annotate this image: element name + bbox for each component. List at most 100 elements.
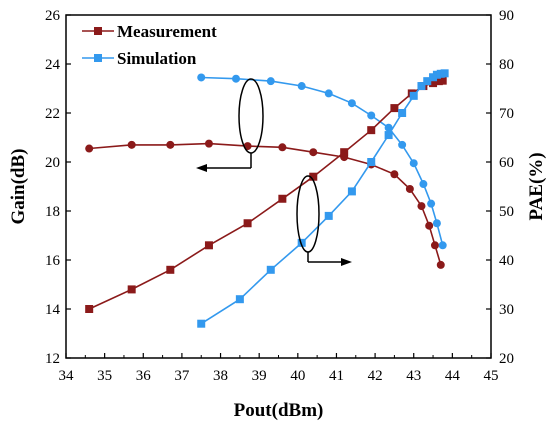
data-point bbox=[440, 69, 449, 78]
x-tick-label: 35 bbox=[97, 368, 112, 384]
data-point bbox=[419, 180, 428, 189]
annotations bbox=[196, 78, 352, 266]
gain-axis-annotation bbox=[196, 78, 264, 172]
data-point bbox=[197, 319, 206, 328]
data-point bbox=[429, 79, 438, 88]
y-tick-label: 12 bbox=[45, 351, 60, 367]
legend-marker bbox=[94, 27, 102, 35]
x-tick-label: 37 bbox=[174, 368, 190, 384]
y-tick-label: 22 bbox=[45, 106, 60, 122]
y2-axis-title: PAE(%) bbox=[526, 152, 547, 220]
data-point bbox=[430, 241, 439, 250]
data-point bbox=[390, 104, 399, 113]
y-tick-label: 18 bbox=[45, 204, 60, 220]
data-point bbox=[266, 77, 275, 86]
data-point bbox=[423, 77, 432, 86]
data-point bbox=[204, 139, 213, 148]
data-point bbox=[438, 241, 447, 250]
data-point bbox=[243, 219, 252, 228]
data-point bbox=[309, 172, 318, 181]
chart-marks bbox=[85, 69, 449, 328]
data-point bbox=[398, 140, 407, 149]
data-point bbox=[127, 285, 136, 294]
data-point bbox=[324, 211, 333, 220]
y-tick-label: 14 bbox=[45, 302, 61, 318]
x-tick-label: 45 bbox=[484, 368, 499, 384]
legend-item-simulation: Simulation bbox=[82, 49, 197, 68]
data-point bbox=[409, 159, 418, 168]
x-tick-label: 34 bbox=[59, 368, 75, 384]
y-axis-title: Gain(dB) bbox=[8, 148, 29, 224]
series-pae-simulation bbox=[197, 69, 449, 328]
data-point bbox=[436, 260, 445, 269]
data-point bbox=[347, 187, 356, 196]
gain-ellipse bbox=[238, 78, 264, 154]
data-point bbox=[232, 74, 240, 83]
data-point bbox=[127, 140, 136, 149]
data-point bbox=[297, 82, 306, 91]
pae-axis-annotation bbox=[296, 175, 352, 266]
x-tick-label: 42 bbox=[368, 368, 383, 384]
legend-label: Measurement bbox=[117, 22, 217, 41]
data-point bbox=[278, 143, 287, 152]
data-point bbox=[425, 221, 434, 230]
data-point bbox=[409, 91, 418, 100]
data-point bbox=[324, 89, 333, 98]
data-point bbox=[340, 148, 349, 157]
data-point bbox=[166, 265, 175, 274]
series-line-gain-simulation bbox=[201, 76, 444, 246]
data-point bbox=[432, 219, 441, 228]
x-tick-label: 43 bbox=[406, 368, 421, 384]
y2-tick-label: 90 bbox=[499, 8, 514, 24]
y2-tick-label: 60 bbox=[499, 155, 514, 171]
x-tick-label: 39 bbox=[252, 368, 267, 384]
data-point bbox=[427, 199, 436, 208]
y2-tick-label: 30 bbox=[499, 302, 514, 318]
series-gain-measurement bbox=[85, 139, 445, 269]
data-point bbox=[367, 126, 376, 135]
legend-label: Simulation bbox=[117, 49, 197, 68]
data-point bbox=[197, 73, 206, 82]
pae-ellipse bbox=[296, 175, 320, 253]
series-line-pae-simulation bbox=[200, 72, 445, 325]
data-point bbox=[309, 148, 318, 157]
data-point bbox=[297, 238, 306, 247]
series-line-gain-measurement bbox=[89, 142, 442, 266]
series-gain-simulation bbox=[197, 73, 447, 250]
data-point bbox=[417, 202, 426, 211]
data-point bbox=[166, 140, 175, 149]
y2-tick-label: 20 bbox=[499, 351, 514, 367]
data-point bbox=[405, 184, 414, 193]
data-point bbox=[417, 82, 426, 91]
y2-tick-label: 70 bbox=[499, 106, 514, 122]
data-point bbox=[347, 99, 356, 108]
data-point bbox=[367, 158, 376, 166]
data-point bbox=[235, 295, 244, 304]
right-arrow-head bbox=[341, 258, 352, 266]
legend-item-measurement: Measurement bbox=[82, 22, 217, 41]
x-tick-label: 38 bbox=[213, 368, 228, 384]
data-point bbox=[438, 76, 447, 85]
left-arrow-head bbox=[196, 164, 207, 172]
y-tick-label: 16 bbox=[45, 253, 61, 269]
x-axis-title: Pout(dBm) bbox=[234, 400, 324, 421]
y-tick-label: 24 bbox=[45, 57, 61, 73]
data-point bbox=[266, 265, 275, 274]
data-point bbox=[367, 111, 376, 120]
data-point bbox=[398, 109, 407, 117]
data-point bbox=[384, 131, 393, 140]
data-point bbox=[384, 123, 393, 132]
legend-marker bbox=[94, 54, 102, 62]
x-tick-label: 36 bbox=[136, 368, 152, 384]
x-tick-label: 41 bbox=[329, 368, 344, 384]
data-point bbox=[390, 170, 399, 179]
x-tick-label: 44 bbox=[445, 368, 461, 384]
y2-tick-label: 40 bbox=[499, 253, 514, 269]
y2-tick-label: 50 bbox=[499, 204, 514, 220]
series-pae-measurement bbox=[85, 76, 447, 313]
data-point bbox=[85, 144, 94, 153]
axes: 34 35 36 37 38 39 40 41 42 43 44 45 12 14 16 18 20 22 24 26… bbox=[8, 8, 547, 421]
legend: Measurement Simulation bbox=[82, 22, 217, 68]
